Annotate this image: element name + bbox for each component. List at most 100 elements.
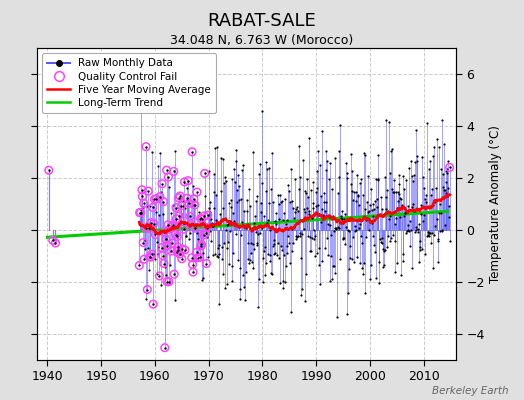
Point (435, 228, 444, 234)
Point (431, 223, 439, 230)
Point (381, 116, 390, 123)
Point (162, 272, 170, 278)
Point (164, 174, 172, 180)
Point (188, 254, 196, 261)
Point (203, 212, 212, 218)
Point (339, 235, 347, 241)
Point (259, 255, 267, 261)
Point (290, 176, 299, 182)
Point (178, 246, 187, 252)
Point (404, 222, 412, 228)
Text: Berkeley Earth: Berkeley Earth (432, 386, 508, 396)
Point (387, 148, 395, 154)
Point (148, 251, 156, 258)
Point (163, 278, 171, 285)
Point (155, 273, 163, 279)
Point (335, 225, 344, 232)
Point (260, 248, 268, 254)
Point (417, 211, 425, 218)
Point (318, 206, 326, 213)
Point (176, 214, 184, 221)
Point (333, 217, 342, 224)
Point (171, 297, 179, 303)
Point (156, 194, 164, 200)
Point (368, 212, 377, 219)
Point (139, 200, 148, 207)
Point (300, 226, 308, 232)
Point (143, 286, 151, 293)
Text: 34.048 N, 6.763 W (Morocco): 34.048 N, 6.763 W (Morocco) (170, 34, 354, 47)
Point (154, 251, 162, 257)
Point (216, 218, 224, 224)
Point (161, 264, 169, 270)
Point (145, 225, 153, 232)
Point (386, 238, 394, 244)
Point (150, 196, 159, 202)
Point (226, 204, 235, 210)
Point (254, 230, 262, 237)
Point (243, 197, 251, 203)
Point (437, 166, 445, 172)
Point (292, 233, 300, 240)
Point (221, 285, 229, 291)
Point (222, 280, 231, 287)
Point (446, 238, 454, 244)
Point (399, 173, 408, 179)
Point (275, 201, 283, 207)
Point (436, 209, 445, 216)
Point (267, 270, 275, 276)
Point (301, 209, 310, 215)
Point (414, 226, 422, 232)
Point (429, 264, 437, 271)
Point (216, 210, 224, 217)
Point (172, 204, 180, 211)
Point (158, 252, 167, 259)
Point (190, 196, 198, 202)
Point (231, 220, 239, 226)
Point (149, 301, 157, 307)
Point (441, 222, 449, 228)
Point (139, 204, 147, 211)
Point (444, 214, 453, 221)
Point (357, 233, 365, 239)
Point (247, 250, 255, 256)
Point (196, 215, 205, 222)
Point (337, 215, 345, 221)
Point (231, 147, 239, 153)
Point (429, 153, 438, 159)
Point (331, 225, 339, 231)
Point (431, 199, 440, 205)
Point (250, 213, 259, 219)
Point (278, 285, 287, 291)
Point (203, 224, 211, 231)
Point (137, 88, 145, 94)
Point (194, 254, 202, 261)
Point (138, 187, 146, 193)
Point (158, 180, 166, 187)
Point (173, 248, 181, 255)
Point (179, 226, 188, 232)
Point (342, 224, 350, 230)
Point (241, 296, 249, 303)
Point (363, 215, 372, 221)
Point (430, 232, 439, 238)
Point (242, 269, 250, 275)
Point (333, 314, 341, 320)
Point (188, 148, 196, 155)
Point (226, 218, 234, 224)
Point (441, 187, 449, 193)
Point (198, 277, 206, 283)
Point (278, 247, 286, 253)
Point (275, 216, 283, 222)
Point (410, 208, 418, 214)
Point (387, 235, 396, 241)
Point (307, 248, 315, 255)
Point (146, 254, 155, 260)
Point (282, 263, 290, 269)
Point (174, 195, 183, 201)
Point (293, 233, 302, 240)
Point (339, 236, 347, 242)
Point (443, 170, 451, 176)
Point (362, 233, 370, 240)
Point (204, 254, 212, 260)
